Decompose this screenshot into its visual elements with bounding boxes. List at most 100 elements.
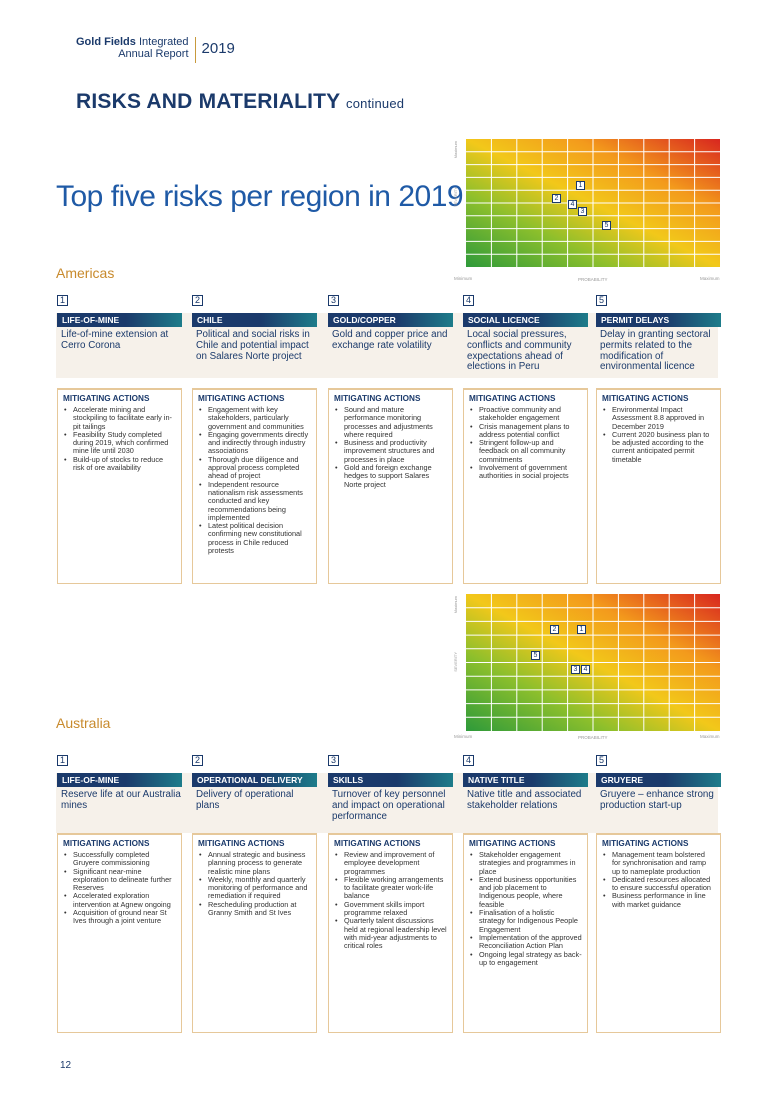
risk-description: Political and social risks in Chile and …: [196, 329, 310, 362]
mitigating-heading: MITIGATING ACTIONS: [198, 839, 285, 848]
heatmap-min-label: Minimum: [454, 734, 473, 739]
report-header: Gold Fields Integrated Annual Report 201…: [76, 36, 235, 63]
brand-name: Gold Fields Integrated Annual Report: [76, 36, 189, 60]
mitigating-item: Implementation of the approved Reconcili…: [469, 933, 582, 951]
mitigating-item: Business performance in line with market…: [602, 892, 715, 909]
mitigating-item: Engagement with key stakeholders, partic…: [198, 405, 311, 431]
heatmap-min-label: Minimum: [454, 276, 473, 281]
risk-number: 2: [192, 755, 203, 766]
mitigating-actions-box: MITIGATING ACTIONS Stakeholder engagemen…: [463, 833, 588, 1033]
mitigating-item: Rescheduling production at Granny Smith …: [198, 900, 311, 918]
risk-number: 3: [328, 755, 339, 766]
americas-heatmap: Maximum SEVERITY 1 2 4 3 5 Minimum PROBA…: [453, 139, 728, 285]
risk-marker-5: 5: [531, 651, 540, 660]
mitigating-item: Successfully completed Gruyere commissio…: [63, 850, 176, 868]
risk-tag: SKILLS: [328, 773, 453, 787]
heatmap-severity-label: SEVERITY: [453, 652, 458, 672]
risk-marker-3: 3: [571, 665, 580, 674]
page-title-continued: continued: [346, 96, 405, 111]
risk-tag: SOCIAL LICENCE: [463, 313, 588, 327]
mitigating-list: Engagement with key stakeholders, partic…: [198, 405, 311, 555]
risk-tag: GOLD/COPPER: [328, 313, 453, 327]
risk-marker-4: 4: [581, 665, 590, 674]
mitigating-item: Review and improvement of employee devel…: [334, 850, 447, 876]
mitigating-heading: MITIGATING ACTIONS: [63, 839, 150, 848]
page-title: RISKS AND MATERIALITY continued: [76, 90, 404, 114]
mitigating-item: Management team bolstered for synchronis…: [602, 850, 715, 876]
mitigating-actions-box: MITIGATING ACTIONS Annual strategic and …: [192, 833, 317, 1033]
mitigating-item: Government skills import programme relax…: [334, 900, 447, 918]
mitigating-list: Review and improvement of employee devel…: [334, 850, 447, 951]
section-title: Top five risks per region in 2019: [56, 180, 464, 213]
risk-number: 1: [57, 755, 68, 766]
mitigating-list: Management team bolstered for synchronis…: [602, 850, 715, 909]
mitigating-heading: MITIGATING ACTIONS: [198, 394, 285, 403]
risk-marker-1: 1: [577, 625, 586, 634]
risk-tag: PERMIT DELAYS: [596, 313, 721, 327]
risk-description: Native title and associated stakeholder …: [467, 789, 582, 811]
page-number: 12: [60, 1060, 72, 1071]
heatmap-xmax-label: Maximum: [700, 276, 720, 281]
risk-description: Turnover of key personnel and impact on …: [332, 789, 446, 822]
mitigating-item: Environmental Impact Assessment 8.8 appr…: [602, 405, 715, 431]
mitigating-item: Quarterly talent discussions held at reg…: [334, 917, 447, 950]
heatmap-severity-label: SEVERITY: [453, 187, 458, 207]
risk-description: Delay in granting sectoral permits relat…: [600, 329, 711, 373]
risk-tag: CHILE: [192, 313, 317, 327]
risk-marker-5: 5: [602, 221, 611, 230]
brand-light: Integrated: [138, 36, 189, 48]
risk-card: SOCIAL LICENCE Local social pressures, c…: [463, 313, 588, 373]
risk-description: Gold and copper price and exchange rate …: [332, 329, 448, 351]
mitigating-item: Thorough due diligence and approval proc…: [198, 455, 311, 481]
mitigating-item: Weekly, monthly and quarterly monitoring…: [198, 875, 311, 901]
mitigating-heading: MITIGATING ACTIONS: [334, 839, 421, 848]
heatmap-probability-label: PROBABILITY: [578, 735, 608, 740]
mitigating-actions-box: MITIGATING ACTIONS Environmental Impact …: [596, 388, 721, 584]
mitigating-item: Dedicated resources allocated to ensure …: [602, 875, 715, 893]
risk-description: Gruyere – enhance strong production star…: [600, 789, 714, 811]
report-year: 2019: [201, 40, 235, 57]
heatmap-probability-label: PROBABILITY: [578, 277, 608, 282]
risk-card: GOLD/COPPER Gold and copper price and ex…: [328, 313, 453, 352]
mitigating-heading: MITIGATING ACTIONS: [602, 839, 689, 848]
region-australia: Australia: [56, 715, 111, 731]
mitigating-item: Independent resource nationalism risk as…: [198, 480, 311, 522]
risk-number: 4: [463, 755, 474, 766]
mitigating-list: Successfully completed Gruyere commissio…: [63, 850, 176, 926]
heatmap-max-label: Maximum: [453, 596, 458, 614]
mitigating-list: Environmental Impact Assessment 8.8 appr…: [602, 405, 715, 464]
risk-card: PERMIT DELAYS Delay in granting sectoral…: [596, 313, 721, 373]
risk-description: Delivery of operational plans: [196, 789, 294, 811]
mitigating-item: Gold and foreign exchange hedges to supp…: [334, 463, 447, 489]
mitigating-list: Proactive community and stakeholder enga…: [469, 405, 582, 481]
mitigating-item: Significant near-mine exploration to del…: [63, 867, 176, 893]
brand-bold: Gold Fields: [76, 36, 136, 48]
mitigating-list: Accelerate mining and stockpiling to fac…: [63, 405, 176, 472]
risk-number: 3: [328, 295, 339, 306]
mitigating-item: Current 2020 business plan to be adjuste…: [602, 430, 715, 464]
risk-tag: LIFE-OF-MINE: [57, 313, 182, 327]
risk-marker-4: 4: [568, 200, 577, 209]
risk-card: CHILE Political and social risks in Chil…: [192, 313, 317, 362]
mitigating-item: Stakeholder engagement strategies and pr…: [469, 850, 582, 876]
risk-description: Local social pressures, conflicts and co…: [467, 329, 572, 373]
mitigating-item: Finalisation of a holistic strategy for …: [469, 908, 582, 934]
mitigating-item: Engaging governments directly and indire…: [198, 430, 311, 456]
risk-description: Reserve life at our Australia mines: [61, 789, 181, 811]
mitigating-item: Latest political decision confirming new…: [198, 521, 311, 555]
risk-marker-2: 2: [552, 194, 561, 203]
mitigating-list: Stakeholder engagement strategies and pr…: [469, 850, 582, 967]
risk-card: NATIVE TITLE Native title and associated…: [463, 773, 588, 812]
brand-line2: Annual Report: [118, 48, 189, 60]
mitigating-heading: MITIGATING ACTIONS: [469, 839, 556, 848]
mitigating-item: Proactive community and stakeholder enga…: [469, 405, 582, 423]
header-divider: [194, 37, 196, 63]
mitigating-item: Feasibility Study completed during 2019,…: [63, 430, 176, 456]
mitigating-item: Annual strategic and business planning p…: [198, 850, 311, 876]
region-americas: Americas: [56, 265, 115, 281]
risk-tag: LIFE-OF-MINE: [57, 773, 182, 787]
australia-heatmap: Maximum SEVERITY 2 1 5 3 4 Minimum PROBA…: [453, 594, 728, 742]
mitigating-heading: MITIGATING ACTIONS: [469, 394, 556, 403]
mitigating-item: Accelerate mining and stockpiling to fac…: [63, 405, 176, 431]
mitigating-actions-box: MITIGATING ACTIONS Successfully complete…: [57, 833, 182, 1033]
